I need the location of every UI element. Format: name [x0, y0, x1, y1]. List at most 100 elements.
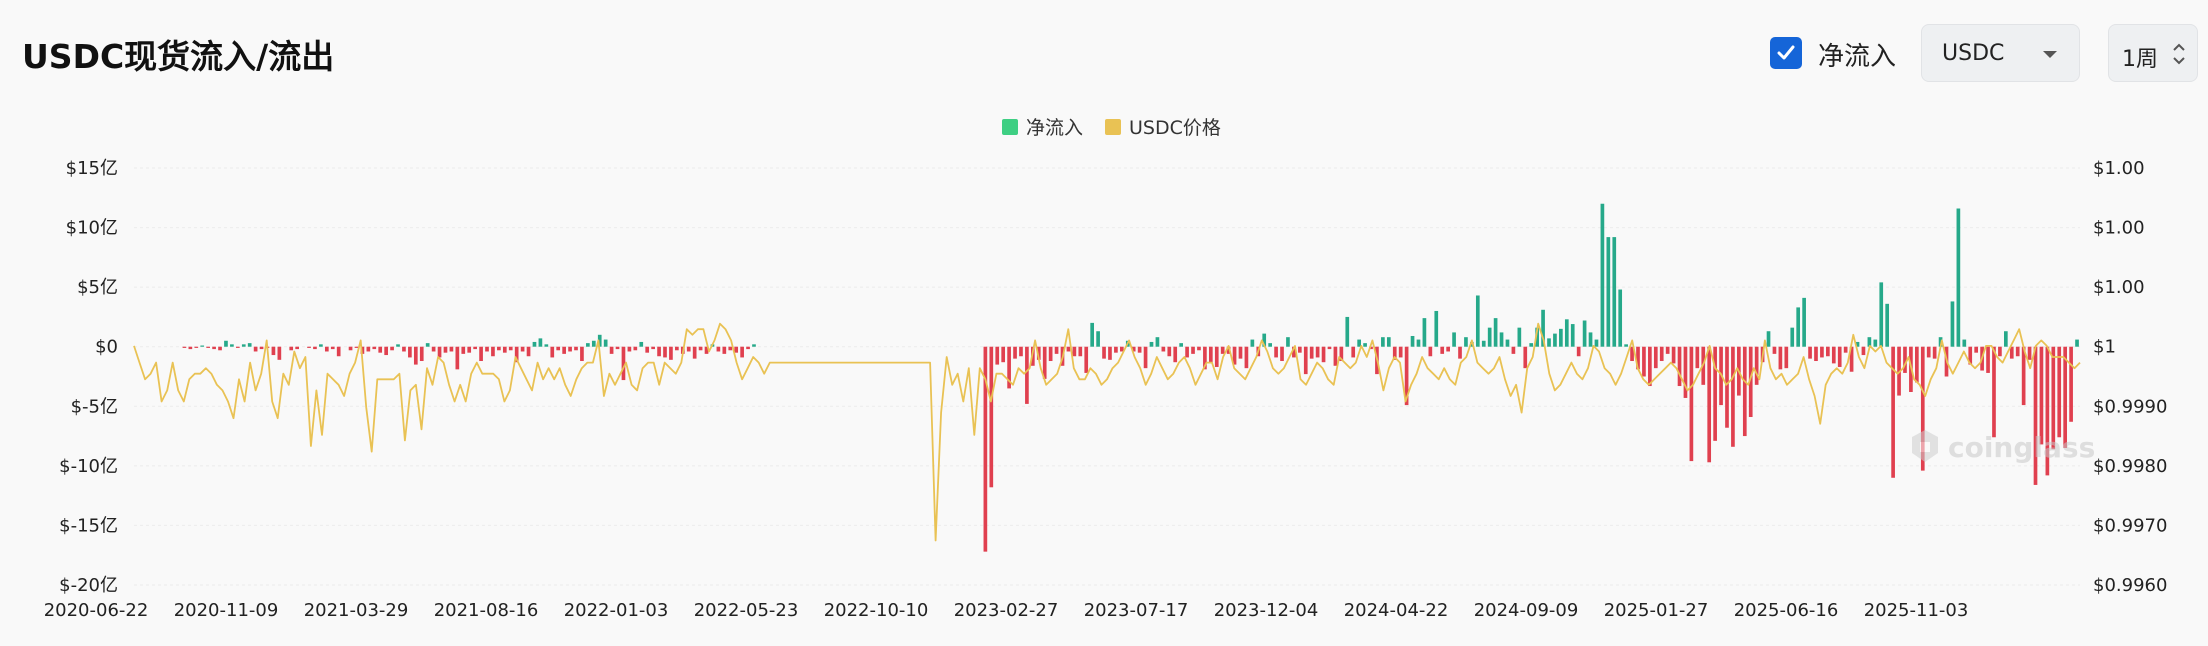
- net-flow-bar: [1547, 338, 1551, 347]
- net-flow-bar: [307, 346, 311, 348]
- y-tick-label-left: $0: [95, 337, 118, 358]
- net-flow-bar: [1131, 346, 1136, 352]
- net-flow-bar: [485, 346, 489, 352]
- net-flow-bar: [734, 346, 739, 353]
- period-select[interactable]: 1周: [2108, 24, 2198, 82]
- net-flow-bar: [212, 346, 216, 350]
- net-flow-bar: [1434, 310, 1439, 347]
- net-flow-bar: [461, 346, 466, 354]
- y-tick-label-left: $10亿: [66, 218, 118, 239]
- net-flow-bar: [1137, 346, 1142, 353]
- net-flow-bar: [1820, 346, 1824, 358]
- net-flow-bar: [1778, 346, 1783, 370]
- asset-select[interactable]: USDC: [1921, 24, 2080, 82]
- net-flow-bar: [413, 346, 418, 365]
- net-flow-bar: [1784, 346, 1789, 369]
- net-flow-bar: [1381, 337, 1385, 347]
- caret-down-icon: [2043, 51, 2057, 58]
- net-flow-bar: [746, 346, 750, 350]
- net-flow-bar: [182, 346, 187, 348]
- x-tick-label: 2025-01-27: [1604, 600, 1709, 621]
- x-tick-label: 2021-08-16: [434, 600, 539, 621]
- y-tick-label-right: $0.9960: [2093, 575, 2167, 596]
- legend-label-net-flow: 净流入: [1026, 117, 1084, 139]
- net-flow-bar: [1119, 346, 1124, 352]
- net-flow-bar: [502, 346, 507, 353]
- net-flow-bar: [1529, 343, 1534, 347]
- net-flow-bar: [1428, 346, 1433, 357]
- up-down-chevron-icon: [2173, 43, 2185, 65]
- net-flow-bar: [1475, 295, 1480, 347]
- legend-item-net-flow[interactable]: 净流入: [1002, 113, 1083, 140]
- net-flow-bar: [1612, 237, 1617, 347]
- net-flow-bar: [1772, 346, 1777, 354]
- net-flow-bar: [1268, 343, 1272, 347]
- net-flow-bar: [1345, 316, 1350, 347]
- net-flow-bar: [1238, 346, 1243, 359]
- y-tick-label-left: $-20亿: [59, 575, 118, 596]
- net-flow-bar: [467, 346, 472, 353]
- net-flow-bar: [497, 346, 501, 351]
- net-flow-bar: [1837, 346, 1842, 367]
- net-flow-bar: [188, 346, 193, 350]
- net-flow-bar: [241, 344, 246, 347]
- net-flow-bar: [1470, 341, 1474, 347]
- net-flow-bar: [1036, 346, 1041, 360]
- net-flow-bar: [419, 346, 424, 362]
- x-tick-label: 2022-10-10: [824, 600, 929, 621]
- net-flow-bar: [1665, 346, 1670, 354]
- net-flow-bar: [615, 346, 620, 350]
- net-flow-bar: [1826, 346, 1830, 357]
- net-flow-bar: [1541, 309, 1545, 347]
- net-flow-bar: [627, 346, 632, 352]
- y-tick-label-right: $0.9990: [2093, 396, 2167, 417]
- net-flow-bar: [1220, 346, 1225, 354]
- net-flow-bar: [1464, 337, 1468, 347]
- net-flow-bar: [1920, 346, 1925, 471]
- net-flow-checkbox[interactable]: [1770, 37, 1802, 69]
- net-flow-bar: [550, 346, 555, 358]
- net-flow-bar: [1932, 346, 1937, 359]
- net-flow-bar: [1042, 346, 1047, 379]
- net-flow-bar: [1648, 346, 1652, 387]
- x-tick-label: 2025-06-16: [1734, 600, 1839, 621]
- net-flow-bar: [194, 346, 199, 348]
- y-tick-label-left: $-5亿: [71, 396, 118, 417]
- net-flow-bar: [1286, 337, 1290, 347]
- net-flow-bar: [1363, 343, 1367, 347]
- net-flow-bar: [1505, 339, 1510, 347]
- net-flow-bar: [1339, 346, 1344, 362]
- net-flow-bar: [1078, 346, 1083, 357]
- net-flow-bar: [532, 341, 537, 347]
- net-flow-bar: [675, 346, 679, 351]
- net-flow-bar: [1689, 346, 1694, 462]
- net-flow-bar: [686, 346, 691, 352]
- net-flow-bar: [568, 346, 572, 352]
- y-tick-label-right: $1.00: [2093, 277, 2145, 298]
- net-flow-bar: [1748, 346, 1753, 418]
- net-flow-bar: [2039, 346, 2044, 445]
- net-flow-bar: [1208, 346, 1213, 364]
- net-flow-bar: [1725, 346, 1729, 428]
- net-flow-checkbox-label[interactable]: 净流入: [1818, 42, 1897, 72]
- net-flow-bar: [1143, 346, 1148, 369]
- net-flow-bar: [1849, 346, 1854, 372]
- net-flow-bar: [1197, 346, 1201, 351]
- net-flow-bar: [1072, 346, 1077, 357]
- y-tick-label-left: $-10亿: [59, 456, 118, 477]
- net-flow-bar: [366, 346, 371, 352]
- net-flow-bar: [597, 334, 602, 347]
- net-flow-bar: [989, 346, 994, 488]
- legend-item-price[interactable]: USDC价格: [1105, 113, 1221, 140]
- net-flow-bar: [651, 346, 655, 350]
- net-flow-bar: [1440, 346, 1445, 354]
- net-flow-bar: [330, 346, 335, 350]
- net-flow-bar: [1731, 346, 1735, 447]
- x-tick-label: 2023-02-27: [954, 600, 1059, 621]
- y-tick-label-right: $1.00: [2093, 218, 2145, 239]
- net-flow-bar: [1553, 333, 1557, 347]
- net-flow-bar: [520, 346, 525, 352]
- net-flow-bar: [1013, 346, 1017, 359]
- x-tick-label: 2022-01-03: [564, 600, 669, 621]
- net-flow-bar: [1096, 331, 1100, 347]
